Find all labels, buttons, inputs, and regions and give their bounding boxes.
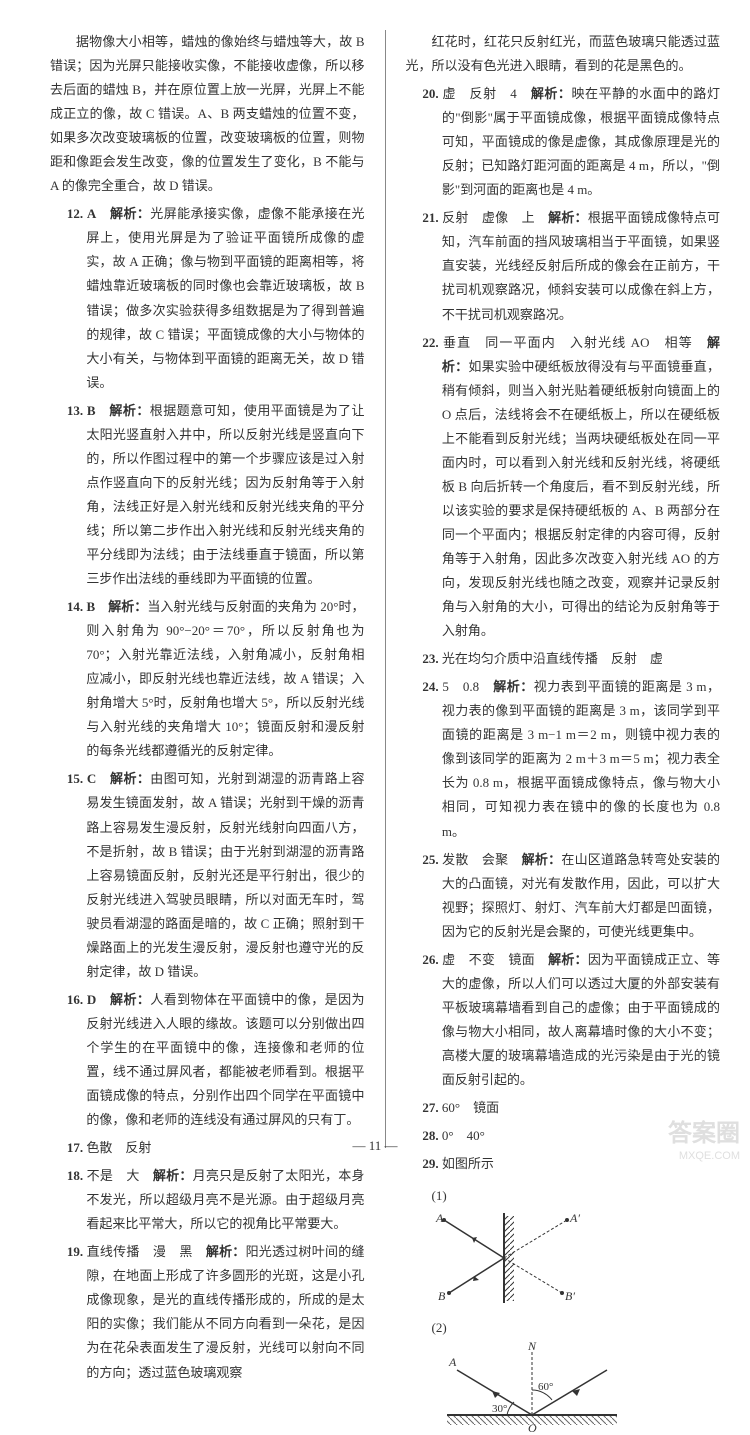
item-num: 13. xyxy=(67,403,83,418)
answer: 不是 大 xyxy=(87,1168,140,1183)
jiexi-label: 解析： xyxy=(522,852,562,867)
item-text: 阳光透过树叶间的缝隙，在地面上形成了许多圆形的光斑，这是小孔成像现象，是光的直线… xyxy=(86,1244,364,1379)
mirror-diagram-svg: A B A′ B′ xyxy=(432,1208,582,1308)
intro-text: 据物像大小相等，蜡烛的像始终与蜡烛等大，故 B 错误；因为光屏只能接收实像，不能… xyxy=(50,30,365,198)
item-23: 23. 光在均匀介质中沿直线传播 反射 虚 xyxy=(406,647,721,671)
jiexi-label: 解析： xyxy=(493,679,534,694)
item-text: 映在平静的水面中的路灯的"倒影"属于平面镜成像，根据平面镜成像特点可知，平面镜成… xyxy=(442,86,720,197)
item-num: 25. xyxy=(422,852,438,867)
jiexi-label: 解析： xyxy=(548,952,588,967)
point-a-label: A xyxy=(448,1355,457,1369)
page-container: 据物像大小相等，蜡烛的像始终与蜡烛等大，故 B 错误；因为光屏只能接收实像，不能… xyxy=(0,0,750,1168)
item-text: 根据平面镜成像特点可知，汽车前面的挡风玻璃相当于平面镜，如果竖直安装，光线经反射… xyxy=(442,210,720,321)
item-24: 24. 5 0.8 解析：视力表到平面镜的距离是 3 m，视力表的像到平面镜的距… xyxy=(406,675,721,843)
answer: 5 0.8 xyxy=(442,679,479,694)
item-num: 29. xyxy=(422,1156,438,1171)
point-o-label: O xyxy=(528,1421,537,1435)
item-16: 16. D 解析：人看到物体在平面镜中的像，是因为反射光线进入人眼的缘故。该题可… xyxy=(50,988,365,1132)
item-num: 14. xyxy=(67,599,83,614)
answer: B xyxy=(86,599,95,614)
right-column: 红花时，红花只反射红光，而蓝色玻璃只能透过蓝光，所以没有色光进入眼睛，看到的花是… xyxy=(406,30,721,1148)
item-num: 27. xyxy=(422,1100,438,1115)
answer: B xyxy=(87,403,96,418)
diagram-label: (1) xyxy=(432,1188,447,1203)
jiexi-label: 解析： xyxy=(153,1168,193,1183)
point-n-label: N xyxy=(527,1340,537,1353)
item-12: 12. A 解析：光屏能承接实像，虚像不能承接在光屏上，使用光屏是为了验证平面镜… xyxy=(50,202,365,394)
jiexi-label: 解析： xyxy=(110,992,150,1007)
column-divider xyxy=(385,30,386,1148)
intro-text: 红花时，红花只反射红光，而蓝色玻璃只能透过蓝光，所以没有色光进入眼睛，看到的花是… xyxy=(406,30,721,78)
item-num: 16. xyxy=(67,992,83,1007)
jiexi-label: 解析： xyxy=(206,1244,246,1259)
answer: 虚 反射 4 xyxy=(442,86,516,101)
item-text: 根据题意可知，使用平面镜是为了让太阳光竖直射入井中，所以反射光线是竖直向下的，所… xyxy=(86,403,364,586)
item-13: 13. B 解析：根据题意可知，使用平面镜是为了让太阳光竖直射入井中，所以反射光… xyxy=(50,399,365,591)
svg-text:A′: A′ xyxy=(569,1211,580,1225)
jiexi-label: 解析： xyxy=(531,86,572,101)
item-num: 26. xyxy=(422,952,438,967)
angle-60: 60° xyxy=(538,1381,553,1393)
jiexi-label: 解析： xyxy=(109,403,149,418)
answer: A xyxy=(87,206,96,221)
answer: C xyxy=(87,771,96,786)
item-text: 光屏能承接实像，虚像不能承接在光屏上，使用光屏是为了验证平面镜所成像的虚实，故 … xyxy=(86,206,364,389)
item-14: 14. B 解析：当入射光线与反射面的夹角为 20°时，则入射角为 90°−20… xyxy=(50,595,365,763)
item-num: 20. xyxy=(422,86,438,101)
item-15: 15. C 解析：由图可知，光射到湖湿的沥青路上容易发生镜面发射，故 A 错误；… xyxy=(50,767,365,983)
item-num: 12. xyxy=(67,206,83,221)
angle-30: 30° xyxy=(492,1403,507,1415)
item-num: 22. xyxy=(422,335,438,350)
jiexi-label: 解析： xyxy=(110,771,150,786)
item-19: 19. 直线传播 漫 黑 解析：阳光透过树叶间的缝隙，在地面上形成了许多圆形的光… xyxy=(50,1240,365,1384)
watermark-sub: MXQE.COM xyxy=(679,1150,740,1162)
item-25: 25. 发散 会聚 解析：在山区道路急转弯处安装的大的凸面镜，对光有发散作用，因… xyxy=(406,848,721,944)
item-text: 如果实验中硬纸板放得没有与平面镜垂直，稍有倾斜，则当入射光贴着硬纸板射向镜面上的… xyxy=(442,359,720,639)
item-29: 29. 如图所示 xyxy=(406,1152,721,1176)
item-20: 20. 虚 反射 4 解析：映在平静的水面中的路灯的"倒影"属于平面镜成像，根据… xyxy=(406,82,721,202)
item-num: 19. xyxy=(67,1244,83,1259)
answer: 发散 会聚 xyxy=(442,852,508,867)
answer: D xyxy=(87,992,96,1007)
item-text: 视力表到平面镜的距离是 3 m，视力表的像到平面镜的距离是 3 m，该同学到平面… xyxy=(442,679,720,838)
diagram-label: (2) xyxy=(432,1320,447,1335)
item-num: 21. xyxy=(422,210,438,225)
item-num: 24. xyxy=(422,679,438,694)
svg-text:A: A xyxy=(435,1211,444,1225)
item-num: 15. xyxy=(67,771,83,786)
svg-text:B: B xyxy=(438,1289,446,1303)
item-text: 当入射光线与反射面的夹角为 20°时，则入射角为 90°−20°＝70°，所以反… xyxy=(86,599,364,758)
item-num: 18. xyxy=(67,1168,83,1183)
jiexi-label: 解析： xyxy=(110,206,150,221)
item-21: 21. 反射 虚像 上 解析：根据平面镜成像特点可知，汽车前面的挡风玻璃相当于平… xyxy=(406,206,721,326)
item-22: 22. 垂直 同一平面内 入射光线 AO 相等 解析：如果实验中硬纸板放得没有与… xyxy=(406,331,721,644)
answer: 反射 虚像 上 xyxy=(442,210,535,225)
item-text: 人看到物体在平面镜中的像，是因为反射光线进入人眼的缘故。该题可以分别做出四个学生… xyxy=(86,992,364,1127)
item-text: 60° 镜面 xyxy=(442,1100,499,1115)
reflection-diagram-svg: A N O 30° 60° xyxy=(432,1340,632,1435)
answer: 虚 不变 镜面 xyxy=(442,952,535,967)
item-num: 23. xyxy=(422,651,438,666)
item-text: 如图所示 xyxy=(442,1156,494,1171)
answer: 垂直 同一平面内 入射光线 AO 相等 xyxy=(443,335,693,350)
item-text: 由图可知，光射到湖湿的沥青路上容易发生镜面发射，故 A 错误；光射到干燥的沥青路… xyxy=(86,771,364,978)
item-text: 因为平面镜成正立、等大的虚像，所以人们可以透过大厦的外部安装有平板玻璃幕墙看到自… xyxy=(442,952,720,1087)
item-18: 18. 不是 大 解析：月亮只是反射了太阳光，本身不发光，所以超级月亮不是光源。… xyxy=(50,1164,365,1236)
jiexi-label: 解析： xyxy=(548,210,588,225)
jiexi-label: 解析： xyxy=(108,599,147,614)
diagram-1: (1) A B A′ B′ xyxy=(432,1184,721,1308)
item-26: 26. 虚 不变 镜面 解析：因为平面镜成正立、等大的虚像，所以人们可以透过大厦… xyxy=(406,948,721,1092)
page-number: — 11 — xyxy=(0,1138,750,1154)
answer: 直线传播 漫 黑 xyxy=(87,1244,193,1259)
left-column: 据物像大小相等，蜡烛的像始终与蜡烛等大，故 B 错误；因为光屏只能接收实像，不能… xyxy=(50,30,365,1148)
diagram-2: (2) A N O 30° 60° xyxy=(432,1316,721,1435)
item-text: 光在均匀介质中沿直线传播 反射 虚 xyxy=(442,651,663,666)
watermark-main: 答案圈 xyxy=(668,1113,740,1148)
svg-text:B′: B′ xyxy=(565,1289,575,1303)
